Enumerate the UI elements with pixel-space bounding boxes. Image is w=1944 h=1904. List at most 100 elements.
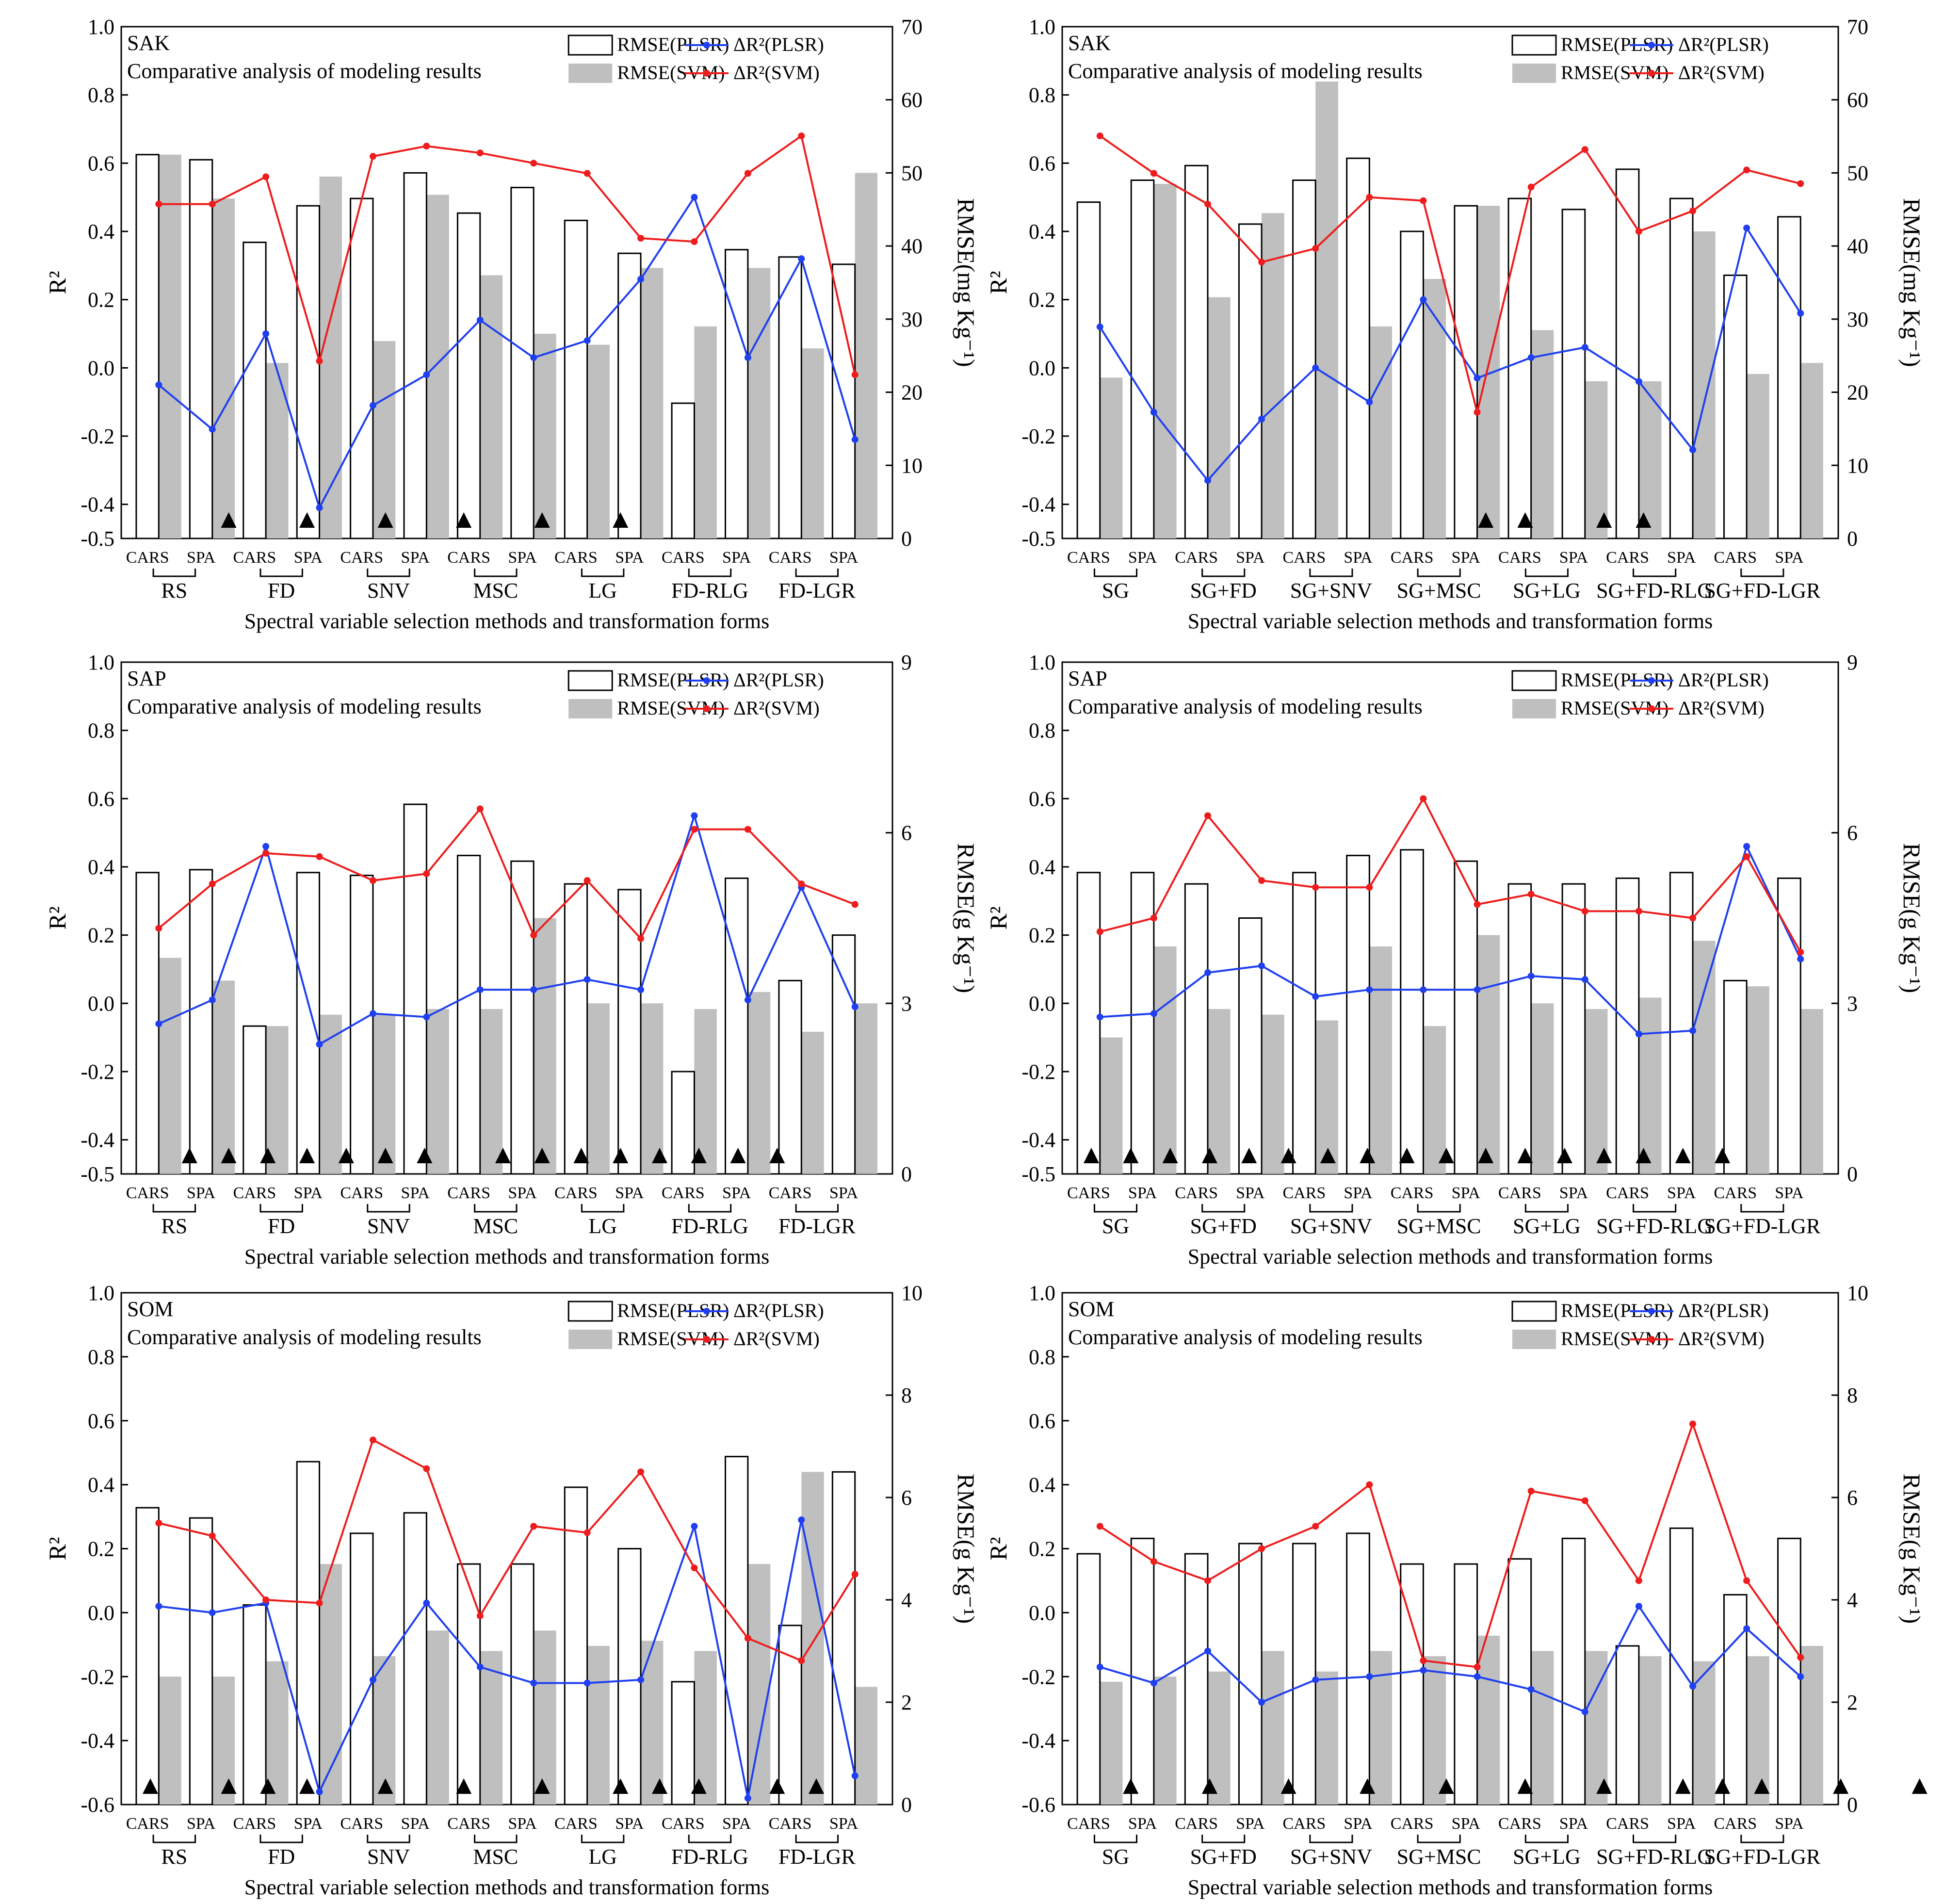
method-label-cars: CARS <box>1606 1184 1649 1202</box>
legend-label-dr2-plsr: ΔR²(PLSR) <box>1678 1300 1769 1321</box>
dr2-svm-point <box>1258 259 1265 266</box>
dr2-plsr-point <box>155 381 162 389</box>
legend-swatch-svm <box>1512 1330 1556 1349</box>
rmse-plsr-bar <box>1292 179 1316 539</box>
rmse-svm-bar <box>1747 1656 1769 1805</box>
rmse-svm-bar <box>1638 381 1662 538</box>
legend-point-svm <box>703 70 710 77</box>
y-tick-label: 0.8 <box>88 83 114 107</box>
group-label: SNV <box>367 1845 410 1869</box>
rmse-plsr-bar <box>1669 197 1694 539</box>
y-tick-label: -0.2 <box>1021 424 1055 448</box>
rmse-plsr-bar <box>831 263 856 539</box>
group-label: SG <box>1102 1845 1129 1869</box>
rmse-plsr-bar <box>1615 168 1640 539</box>
group-bracket <box>152 1835 196 1843</box>
rmse-svm-bar <box>373 1656 396 1805</box>
y-tick-label: -0.2 <box>81 424 114 448</box>
dr2-plsr-point <box>1258 962 1265 969</box>
method-label-spa: SPA <box>722 1815 751 1833</box>
y-tick-label: 0.2 <box>88 1537 114 1561</box>
method-label-cars: CARS <box>126 1184 169 1202</box>
method-label-spa: SPA <box>829 549 859 567</box>
rmse-plsr-bar <box>243 242 267 539</box>
y2-tick-label: 70 <box>1847 15 1868 39</box>
legend-label-dr2-svm: ΔR²(SVM) <box>1678 697 1765 719</box>
panel-subtitle: Comparative analysis of modeling results <box>127 695 482 718</box>
rmse-svm-bar <box>801 1472 824 1805</box>
dr2-svm-point <box>1150 1558 1157 1565</box>
dr2-plsr-point <box>1366 1673 1373 1680</box>
significance-marker <box>691 1778 707 1794</box>
method-label-cars: CARS <box>1498 1184 1541 1202</box>
rmse-plsr-bar <box>671 1681 695 1806</box>
dr2-plsr-point <box>1635 378 1642 385</box>
group-bracket <box>1309 569 1353 577</box>
group-label: SG+MSC <box>1397 1845 1481 1869</box>
y-tick-label: 0.8 <box>1029 1345 1055 1369</box>
significance-marker <box>1084 1148 1099 1163</box>
dr2-svm-point <box>1258 877 1265 884</box>
y-tick-label: 0.6 <box>88 1409 114 1433</box>
rmse-svm-bar <box>1531 1003 1554 1174</box>
y-tick-label: -0.4 <box>81 493 114 517</box>
rmse-plsr-bar <box>1507 197 1532 539</box>
dr2-svm-point <box>637 935 645 942</box>
legend-label-dr2-plsr: ΔR²(PLSR) <box>733 669 824 691</box>
group-label: SG+MSC <box>1397 1214 1481 1238</box>
dr2-svm-point <box>1258 1545 1265 1552</box>
legend-swatch-plsr <box>567 670 613 691</box>
group-label: RS <box>161 1214 187 1238</box>
rmse-svm-bar <box>1477 935 1500 1174</box>
rmse-svm-bar <box>373 1014 396 1174</box>
method-label-cars: CARS <box>233 549 276 567</box>
y-tick-label: 0.6 <box>88 151 114 175</box>
group-bracket <box>688 1835 732 1843</box>
y2-tick-label: 8 <box>1847 1383 1858 1407</box>
significance-marker <box>1675 1778 1691 1794</box>
rmse-plsr-bar <box>725 877 749 1175</box>
rmse-svm-bar <box>319 1564 342 1805</box>
dr2-svm-point <box>1420 1657 1427 1664</box>
method-label-cars: CARS <box>447 1184 490 1202</box>
dr2-svm-point <box>1581 908 1588 915</box>
group-bracket <box>1417 1835 1461 1843</box>
group-bracket <box>581 1835 625 1843</box>
dr2-plsr-point <box>637 1676 645 1683</box>
method-label-spa: SPA <box>1344 549 1373 567</box>
dr2-svm-point <box>744 826 751 833</box>
dr2-svm-point <box>1420 197 1427 204</box>
dr2-svm-line <box>1100 797 1801 953</box>
chart-panel-6: -0.6 -0.4 -0.2 0.0 0.2 0.4 0.6 0.8 1.0 0 2 4 6 8 10 R² R… <box>985 1281 1928 1899</box>
group-bracket <box>795 1835 839 1843</box>
method-label-spa: SPA <box>401 1184 430 1202</box>
dr2-plsr-point <box>798 1516 805 1524</box>
dr2-plsr-line <box>158 812 856 1046</box>
dr2-plsr-point <box>209 425 216 433</box>
x-axis-title: Spectral variable selection methods and … <box>1188 1245 1713 1269</box>
method-label-spa: SPA <box>294 1815 323 1833</box>
rmse-svm-bar <box>319 176 342 538</box>
y-tick-label: 1.0 <box>1029 1281 1055 1305</box>
y-tick-label: -0.5 <box>81 527 114 551</box>
group-bracket <box>259 569 303 577</box>
dr2-plsr-point <box>1204 477 1211 484</box>
group-bracket <box>367 1204 410 1213</box>
significance-marker <box>299 1148 315 1163</box>
group-bracket <box>474 1835 518 1843</box>
y2-tick-label: 6 <box>1847 821 1858 845</box>
method-label-cars: CARS <box>233 1184 276 1202</box>
method-label-spa: SPA <box>508 1184 537 1202</box>
y2-tick-label: 9 <box>901 651 912 674</box>
dr2-svm-point <box>637 1468 645 1476</box>
group-label: SG+FD-LGR <box>1704 1214 1821 1238</box>
method-label-cars: CARS <box>1498 549 1541 567</box>
dr2-svm-point <box>583 877 591 884</box>
y-tick-label: -0.5 <box>1021 1162 1055 1186</box>
y-tick-label: 0.4 <box>1029 1473 1055 1497</box>
rmse-svm-bar <box>1747 374 1769 538</box>
y2-tick-label: 30 <box>901 308 923 331</box>
y-tick-label: 0.0 <box>1029 992 1055 1015</box>
significance-marker <box>652 1148 667 1163</box>
y-axis-title: R² <box>985 271 1012 294</box>
